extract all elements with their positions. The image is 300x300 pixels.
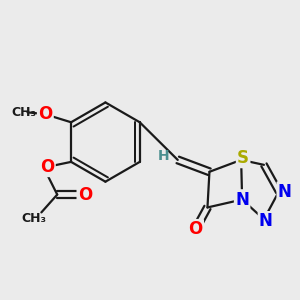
Text: O: O — [40, 158, 54, 176]
Text: N: N — [259, 212, 273, 230]
Text: N: N — [278, 183, 292, 201]
Text: H: H — [158, 149, 170, 163]
Text: CH₃: CH₃ — [21, 212, 46, 225]
Text: O: O — [78, 186, 92, 204]
Text: S: S — [237, 149, 249, 167]
Text: O: O — [38, 105, 52, 123]
Text: CH₃: CH₃ — [11, 106, 36, 119]
Text: O: O — [188, 220, 203, 238]
Text: N: N — [235, 190, 249, 208]
